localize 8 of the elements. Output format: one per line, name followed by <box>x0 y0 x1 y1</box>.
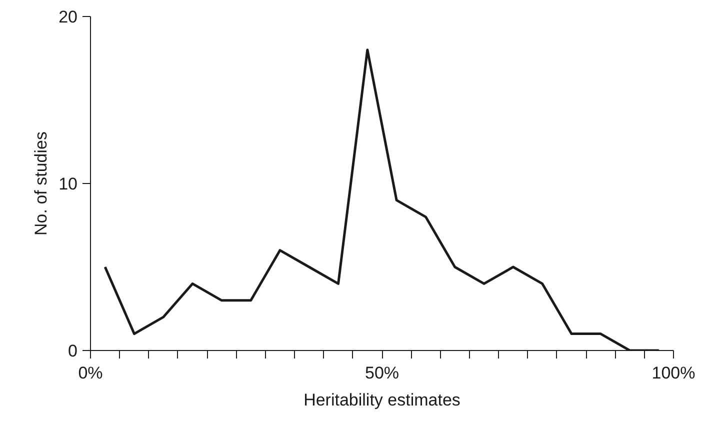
y-tick-label: 10 <box>58 174 78 194</box>
y-axis-title: No. of studies <box>32 132 51 236</box>
y-tick-label: 0 <box>68 342 78 360</box>
x-tick-label: 50% <box>364 364 400 382</box>
x-tick-label: 100% <box>652 364 696 382</box>
y-tick-label: 20 <box>58 8 78 26</box>
x-tick-label: 0% <box>78 364 103 382</box>
x-axis-title: Heritability estimates <box>304 390 460 410</box>
